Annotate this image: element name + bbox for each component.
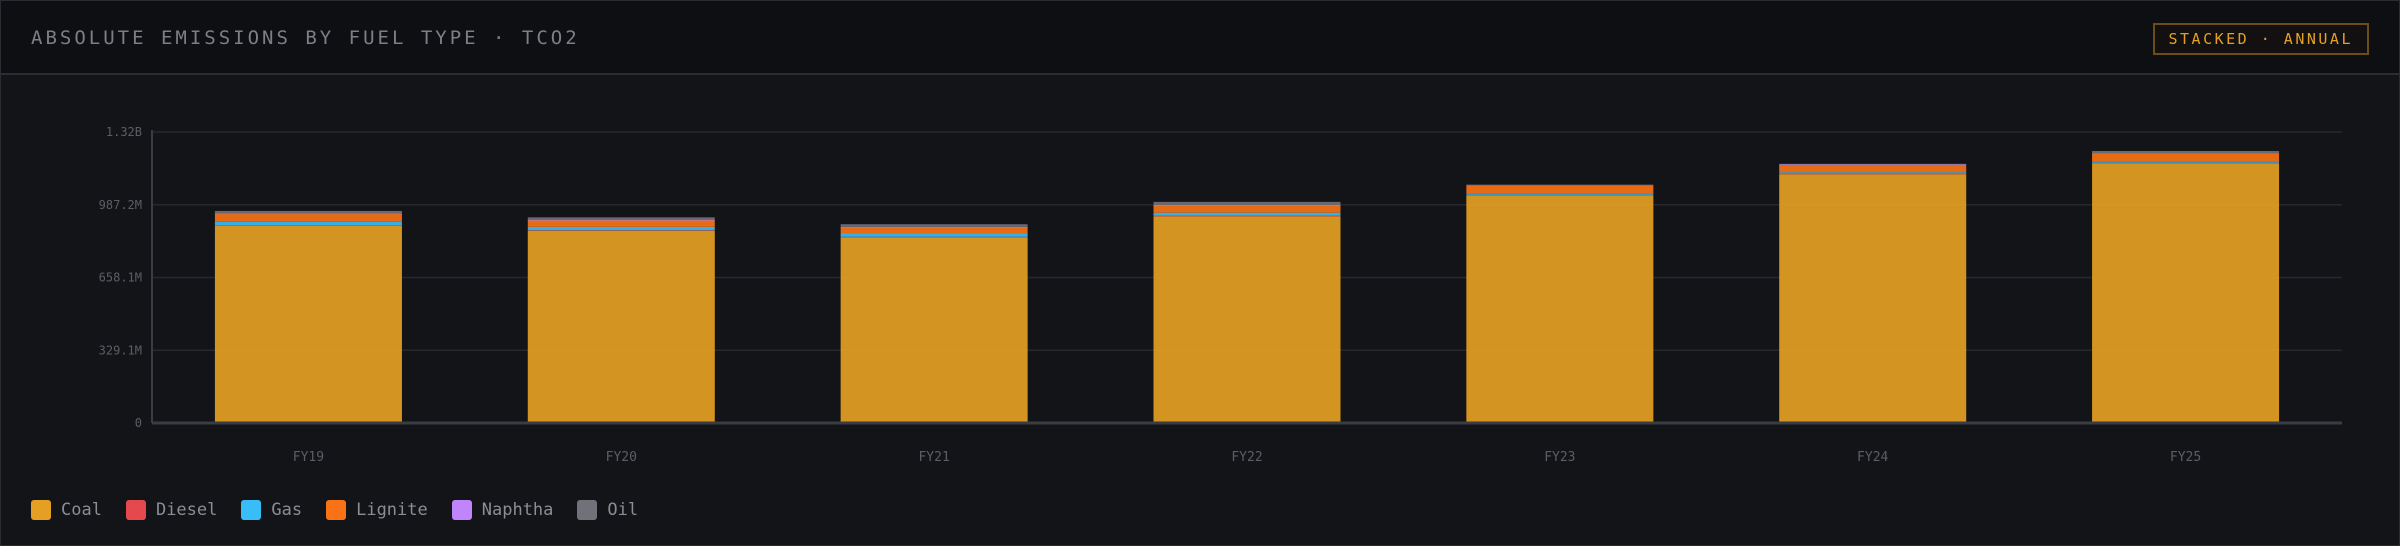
bar-segment-lignite [1153, 205, 1341, 213]
legend-item-lignite[interactable]: Lignite [326, 500, 428, 520]
x-tick-label: FY25 [2170, 450, 2201, 465]
y-tick-label: 1.32B [106, 125, 142, 139]
bar-segment-oil [1466, 184, 1654, 186]
bar-segment-gas [214, 221, 402, 226]
bar-segment-naphtha [214, 213, 402, 215]
x-tick-label: FY23 [1544, 450, 1575, 465]
stacked-bar-chart: 0 329.1M 658.1M 987.2M 1.32B FY19 FY20 FY21 FY22… [99, 125, 2342, 465]
bar-segment-lignite [527, 220, 715, 227]
x-tick-label: FY19 [293, 450, 324, 465]
bar-segment-naphtha [2092, 153, 2280, 154]
bar-segment-oil [2092, 151, 2280, 154]
bar-segment-oil [214, 210, 402, 214]
bar-segment-naphtha [527, 220, 715, 221]
y-tick-label: 0 [135, 416, 142, 430]
bar-segment-gas [1466, 193, 1654, 195]
legend: Coal Diesel Gas Lignite Naphtha Oil [31, 497, 638, 523]
bar-segment-gas [2092, 161, 2280, 163]
bar-segment-lignite [1466, 185, 1654, 194]
y-tick-label: 987.2M [99, 198, 142, 212]
panel-header: ABSOLUTE EMISSIONS BY FUEL TYPE · TCO2 S… [1, 1, 2399, 75]
legend-item-oil[interactable]: Oil [577, 500, 638, 520]
legend-label-oil: Oil [607, 500, 639, 520]
bar-segment-lignite [1779, 164, 1967, 173]
legend-label-diesel: Diesel [155, 500, 218, 520]
legend-item-coal[interactable]: Coal [31, 500, 102, 520]
legend-swatch-naphtha [451, 500, 472, 520]
bar-segment-oil [840, 224, 1028, 227]
bar-segment-naphtha [1779, 164, 1967, 166]
bar-segment-oil [1153, 201, 1341, 205]
bar-segment-coal [2092, 163, 2280, 423]
bar-segment-oil [1779, 163, 1967, 165]
y-tick-label: 329.1M [99, 343, 142, 357]
bar-segment-diesel [527, 230, 715, 231]
legend-swatch-diesel [125, 500, 146, 520]
legend-label-naphtha: Naphtha [481, 500, 554, 520]
bar-segment-diesel [1153, 215, 1341, 217]
legend-label-gas: Gas [271, 500, 303, 520]
bar-segment-naphtha [1466, 185, 1654, 186]
y-tick-label: 658.1M [99, 271, 142, 285]
bar-segment-lignite [2092, 153, 2280, 162]
bar-segment-diesel [840, 236, 1028, 238]
bar-segment-coal [1779, 174, 1967, 423]
bar-segment-diesel [2092, 162, 2280, 164]
bar-segment-oil [527, 217, 715, 221]
bar-segment-coal [1153, 216, 1341, 423]
legend-swatch-coal [31, 500, 51, 520]
bar-segment-diesel [1779, 173, 1967, 175]
legend-label-coal: Coal [61, 500, 102, 520]
bar-segment-diesel [214, 225, 402, 226]
legend-swatch-gas [241, 500, 262, 520]
bar-segment-coal [214, 225, 402, 423]
chart-area: 0 329.1M 658.1M 987.2M 1.32B FY19 FY20 FY21 FY22… [1, 75, 2397, 489]
bar-segment-coal [840, 237, 1028, 423]
legend-swatch-oil [577, 500, 598, 520]
mode-badge: STACKED · ANNUAL [2152, 23, 2369, 55]
x-tick-label: FY21 [918, 450, 949, 465]
legend-item-gas[interactable]: Gas [241, 500, 302, 520]
bar-segment-naphtha [1153, 204, 1341, 206]
x-tick-label: FY24 [1857, 450, 1888, 465]
chart-title: ABSOLUTE EMISSIONS BY FUEL TYPE · TCO2 [31, 27, 580, 49]
bar-segment-coal [527, 230, 715, 423]
legend-item-diesel[interactable]: Diesel [125, 500, 218, 520]
bar-segment-lignite [214, 213, 402, 222]
legend-swatch-lignite [326, 500, 347, 520]
bar-segment-lignite [840, 227, 1028, 234]
bar-segment-gas [1779, 172, 1967, 174]
bar-segment-gas [840, 233, 1028, 237]
x-tick-label: FY22 [1231, 450, 1262, 465]
bar-segment-naphtha [840, 226, 1028, 228]
bar-segment-gas [527, 226, 715, 231]
legend-label-lignite: Lignite [356, 500, 428, 520]
x-tick-label: FY20 [606, 450, 637, 465]
bar-segment-coal [1466, 195, 1654, 423]
bar-segment-gas [1153, 212, 1341, 216]
legend-item-naphtha[interactable]: Naphtha [451, 500, 554, 520]
bar-segment-diesel [1466, 194, 1654, 196]
